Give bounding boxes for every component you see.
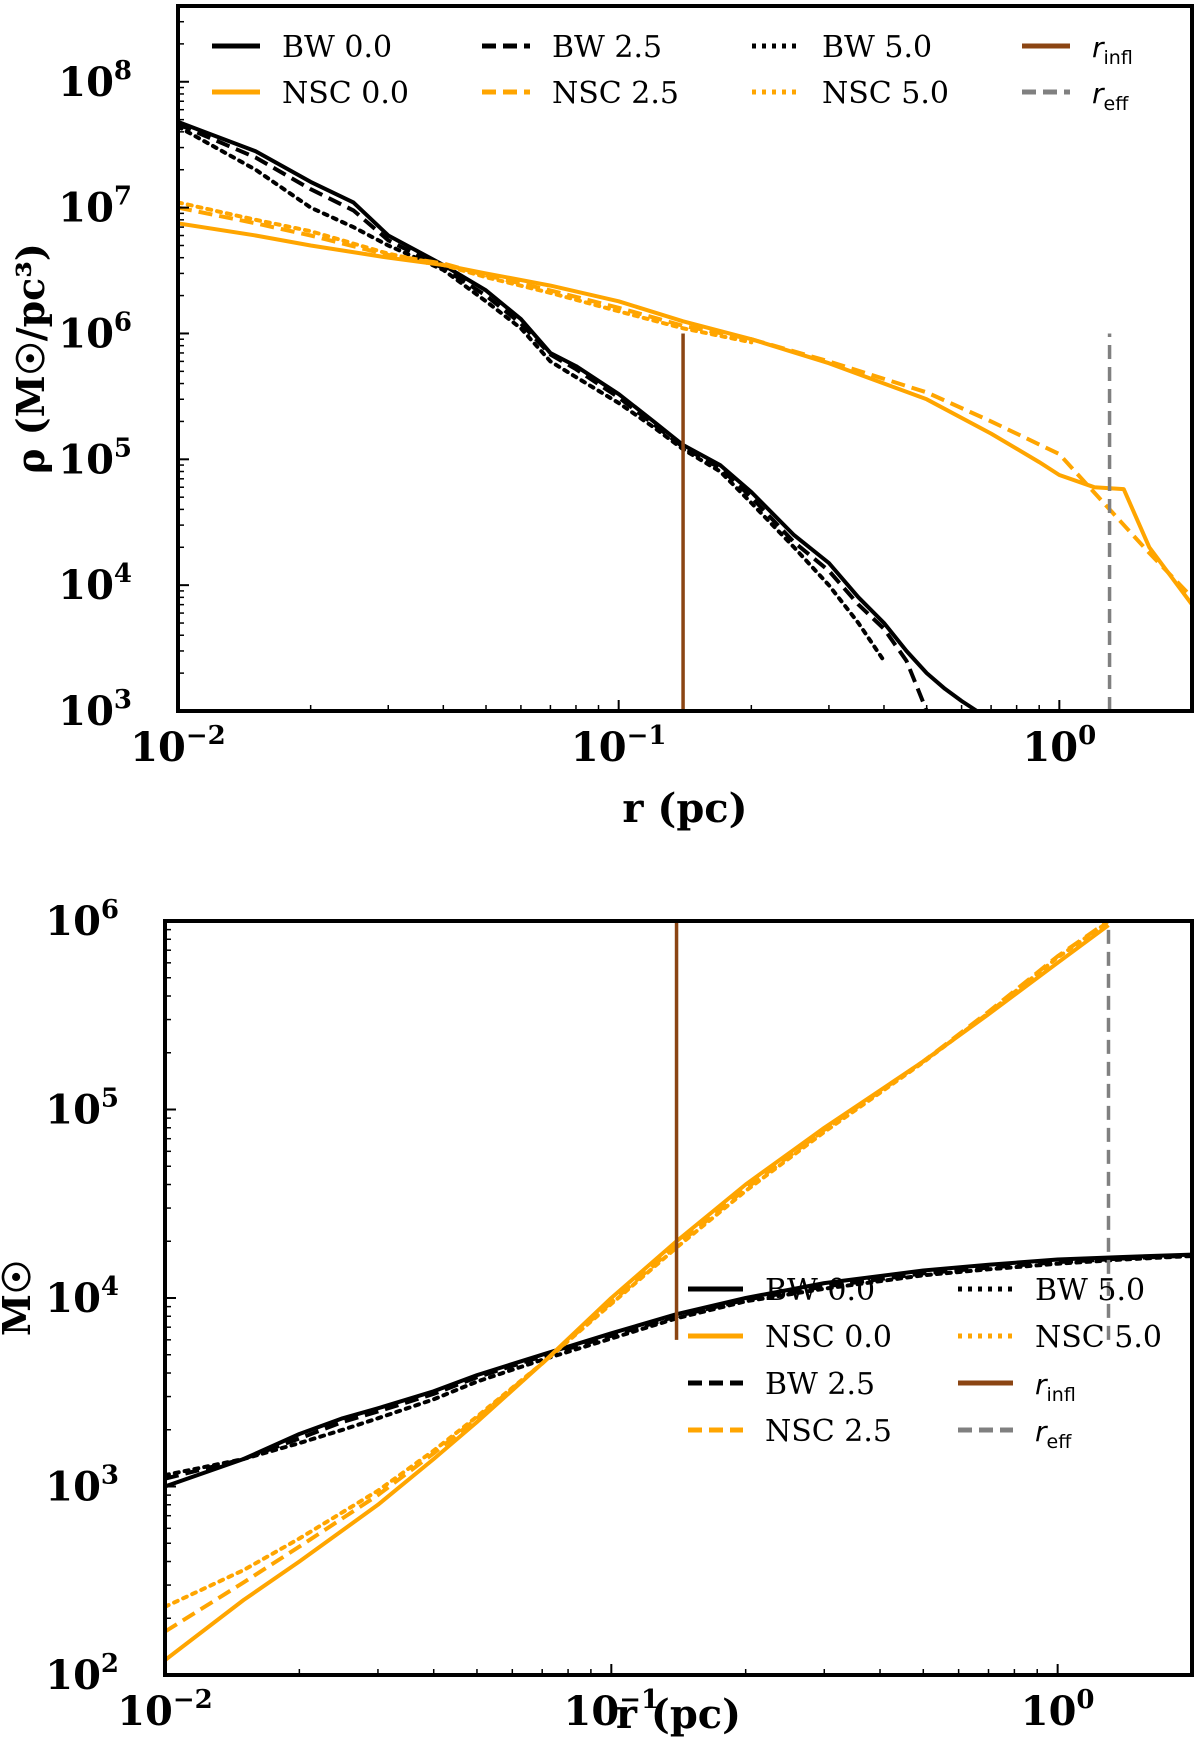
- legend-label: reff: [1092, 77, 1129, 115]
- y-tick-label: 108: [58, 56, 132, 106]
- x-tick-label: 10−2: [130, 721, 226, 771]
- series-nsc-0-0: [165, 923, 1110, 1662]
- y-tick-label: 102: [45, 1649, 119, 1699]
- y-tick-label: 104: [58, 559, 132, 609]
- y-tick-label: 103: [45, 1461, 119, 1511]
- x-axis-label: r (pc): [622, 785, 747, 832]
- legend-label: NSC 5.0: [822, 76, 949, 111]
- series-bw-5-0: [165, 1254, 1192, 1478]
- y-tick-label: 106: [58, 307, 132, 357]
- y-tick-label: 103: [58, 685, 132, 735]
- legend-label: NSC 2.5: [765, 1414, 892, 1449]
- legend-label: BW 5.0: [822, 30, 932, 65]
- series-bw-0-0: [178, 120, 978, 711]
- legend-label: NSC 0.0: [282, 76, 409, 111]
- x-tick-label: 10−1: [564, 1685, 660, 1735]
- x-axis-label: r (pc): [616, 1691, 741, 1738]
- axes-frame: [163, 919, 1194, 1677]
- legend-label: BW 2.5: [552, 30, 662, 65]
- x-tick-label: 100: [1021, 1685, 1095, 1735]
- axes-frame: [176, 4, 1194, 713]
- panel-2: 10−2 10−1 100 102 103 104 105 106 r (pc) M☉ BW 0.0…: [0, 895, 1194, 1738]
- y-tick-label: 105: [45, 1084, 119, 1134]
- y-tick-label: 104: [45, 1272, 119, 1322]
- series-group: [178, 120, 1192, 711]
- legend: BW 0.0 NSC 0.0 BW 2.5 NSC 2.5 BW 5.0 NSC 5.0 r…: [688, 1273, 1162, 1453]
- legend-label: rinfl: [1092, 31, 1133, 69]
- series-bw-0-0: [165, 1252, 1192, 1489]
- legend-label: NSC 2.5: [552, 76, 679, 111]
- legend-label: BW 0.0: [765, 1273, 875, 1308]
- series-bw-2-5: [178, 122, 929, 711]
- series-bw-2-5: [165, 1253, 1192, 1481]
- x-tick-label: 10−1: [571, 721, 667, 771]
- y-axis-label: M☉: [0, 1260, 39, 1336]
- legend-label: BW 0.0: [282, 30, 392, 65]
- series-nsc-2-5: [178, 205, 1192, 599]
- series-bw-5-0: [178, 124, 886, 663]
- x-tick-label: 100: [1022, 721, 1096, 771]
- series-nsc-0-0: [178, 221, 1192, 606]
- series-group: [165, 921, 1192, 1662]
- legend-label: NSC 0.0: [765, 1320, 892, 1355]
- legend-label: rinfl: [1035, 1368, 1076, 1406]
- panel-1: 10−2 10−1 100 103 104 105 106 107 108 r (pc) ρ (M☉…: [8, 4, 1194, 832]
- y-tick-label: 105: [58, 433, 132, 483]
- legend-label: BW 2.5: [765, 1367, 875, 1402]
- legend-label: reff: [1035, 1415, 1072, 1453]
- y-tick-label: 106: [45, 895, 119, 945]
- legend-label: NSC 5.0: [1035, 1320, 1162, 1355]
- x-tick-label: 10−2: [117, 1685, 213, 1735]
- series-nsc-5-0: [178, 200, 754, 345]
- legend-label: BW 5.0: [1035, 1273, 1145, 1308]
- series-nsc-5-0: [165, 921, 1111, 1609]
- y-tick-label: 107: [58, 182, 132, 232]
- legend: BW 0.0 NSC 0.0 BW 2.5 NSC 2.5 BW 5.0 NSC 5.0 r…: [212, 30, 1133, 115]
- y-axis-label: ρ (M☉/pc³): [8, 243, 53, 474]
